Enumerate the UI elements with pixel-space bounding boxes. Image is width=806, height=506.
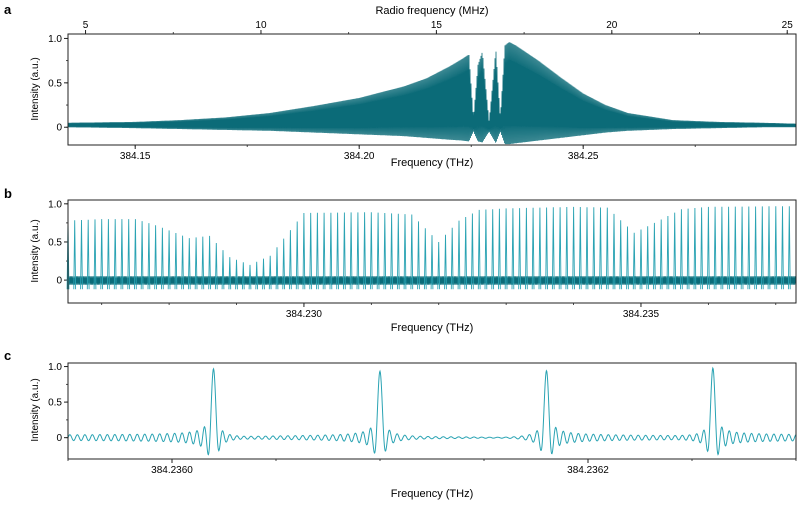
panel-b-x-ticks: 384.230 384.235 — [101, 303, 777, 320]
panel-a-x-tick-label: 384.15 — [120, 151, 151, 162]
panel-a-y-tick-label: 0 — [56, 123, 62, 134]
panel-a-y-axis-label: Intensity (a.u.) — [30, 57, 41, 120]
panel-a-top-axis-label: Radio frequency (MHz) — [375, 5, 488, 17]
panel-a-letter: a — [4, 2, 12, 17]
panel-c-y-tick-label: 0.5 — [48, 398, 62, 409]
panel-b-y-ticks: 0 0.5 1.0 — [48, 199, 68, 287]
panel-b-frame — [67, 199, 797, 304]
panel-c-y-ticks: 0 0.5 1.0 — [48, 362, 68, 444]
panel-b-letter: b — [4, 186, 12, 201]
panel-a-top-tick-label: 10 — [255, 20, 267, 31]
panel-a-top-tick-label: 5 — [83, 20, 89, 31]
panel-a-x-tick-label: 384.20 — [344, 151, 375, 162]
panel-b-x-tick-label: 384.235 — [623, 309, 660, 320]
panel-c-x-axis-label: Frequency (THz) — [391, 488, 474, 500]
panel-a: a Radio frequency (MHz) 5 10 15 20 25 0 0.5 1.… — [4, 2, 797, 169]
panel-a-top-ticks: 5 10 15 20 25 — [83, 20, 793, 34]
panel-c-y-axis-label: Intensity (a.u.) — [30, 378, 41, 441]
panel-b-noise-band — [67, 276, 797, 285]
panel-b-y-tick-label: 0 — [56, 276, 62, 287]
panel-b-x-tick-label: 384.230 — [286, 309, 323, 320]
panel-c-plot-area — [67, 366, 797, 456]
panel-c-x-ticks: 384.2360 384.2362 — [67, 459, 797, 476]
panel-c-letter: c — [4, 348, 11, 363]
panel-b-y-tick-label: 0.5 — [48, 237, 62, 248]
panel-c-x-tick-label: 384.2362 — [567, 465, 609, 476]
panel-c-frame — [67, 362, 797, 460]
panel-b-y-axis-label: Intensity (a.u.) — [30, 219, 41, 282]
panel-a-y-ticks: 0 0.5 1.0 — [48, 34, 68, 134]
panel-b-comb-peaks — [66, 206, 791, 290]
panel-a-signal-trace — [67, 42, 797, 145]
panel-a-x-axis-label: Frequency (THz) — [391, 157, 474, 169]
panel-c: c 0 0.5 1.0 384.2360 384.2362 Intensity (a.… — [4, 348, 797, 500]
panel-a-y-tick-label: 0.5 — [48, 78, 62, 89]
panel-a-y-tick-label: 1.0 — [48, 34, 62, 45]
panel-b-y-tick-label: 1.0 — [48, 199, 62, 210]
panel-a-x-tick-label: 384.25 — [568, 151, 599, 162]
panel-c-y-tick-label: 1.0 — [48, 362, 62, 373]
panel-a-top-tick-label: 20 — [606, 20, 618, 31]
panel-a-top-tick-label: 15 — [431, 20, 443, 31]
panel-a-plot-area — [67, 42, 797, 145]
panel-c-signal-trace — [67, 366, 797, 456]
panel-a-frame — [67, 33, 797, 146]
panel-a-top-tick-label: 25 — [782, 20, 794, 31]
panel-b-x-axis-label: Frequency (THz) — [391, 322, 474, 334]
panel-b-plot-area — [66, 206, 797, 290]
panel-c-y-tick-label: 0 — [56, 433, 62, 444]
panel-c-x-tick-label: 384.2360 — [151, 465, 193, 476]
panel-b: b 0 0.5 1.0 384.230 384.235 Intensity (a.u.… — [4, 186, 797, 334]
